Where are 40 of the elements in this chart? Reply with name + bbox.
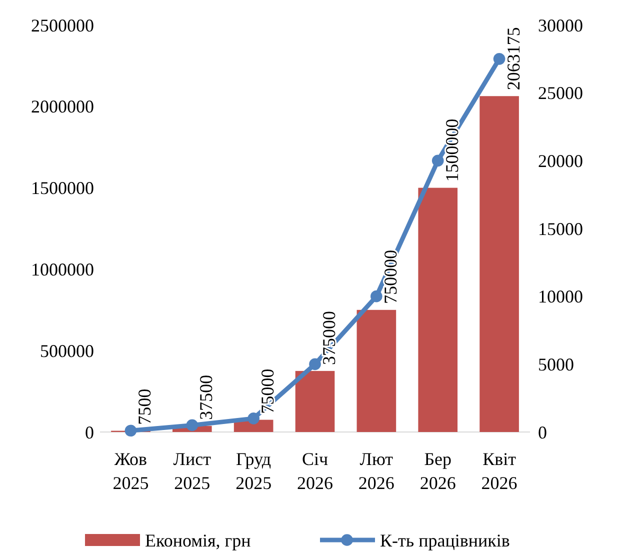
bar: [418, 188, 458, 432]
y2-tick-label: 5000: [538, 354, 574, 374]
data-label: 75000: [258, 368, 278, 414]
point: [309, 358, 321, 370]
point: [432, 154, 444, 167]
y-tick-label: 500000: [40, 340, 94, 361]
bar: [356, 310, 396, 432]
point: [370, 290, 382, 302]
data-label: 37500: [196, 374, 216, 420]
y2-tick-label: 15000: [538, 218, 583, 239]
data-label: 2063175: [503, 27, 524, 90]
y2-tick-label: 10000: [538, 286, 583, 307]
y-tick-label: 2500000: [31, 15, 94, 36]
y-tick-label: 2000000: [31, 96, 94, 117]
x-tick-label: Груд 2025: [236, 449, 272, 493]
x-tick-label: Жов 2025: [112, 449, 149, 493]
point: [493, 53, 506, 65]
x-tick-label: Бер 2026: [420, 449, 456, 493]
data-label: 7500: [134, 388, 155, 425]
bar: [480, 96, 519, 432]
y2-tick-label: 25000: [538, 83, 583, 104]
y2-tick-label: 20000: [538, 150, 583, 171]
legend-label: Економія, грн: [145, 530, 252, 550]
y-tick-label: 1500000: [31, 178, 94, 198]
x-tick-label: Лют 2026: [358, 449, 394, 493]
data-label: 1500000: [442, 118, 462, 182]
data-label: 375000: [319, 310, 339, 365]
bar: [295, 370, 335, 432]
y2-tick-label: 30000: [538, 15, 583, 36]
data-label: 750000: [380, 250, 400, 304]
x-tick-label: Лист 2025: [173, 449, 212, 493]
y2-tick-label: 0: [538, 422, 547, 442]
legend-label: К-ть працівників: [380, 530, 510, 550]
x-tick-label: Січ 2026: [297, 449, 333, 493]
point: [186, 419, 198, 432]
y-tick-label: 0: [85, 422, 94, 442]
y-tick-label: 1000000: [31, 260, 94, 280]
point: [248, 412, 260, 424]
point: [124, 424, 137, 437]
x-tick-label: Квіт 2026: [481, 449, 518, 493]
